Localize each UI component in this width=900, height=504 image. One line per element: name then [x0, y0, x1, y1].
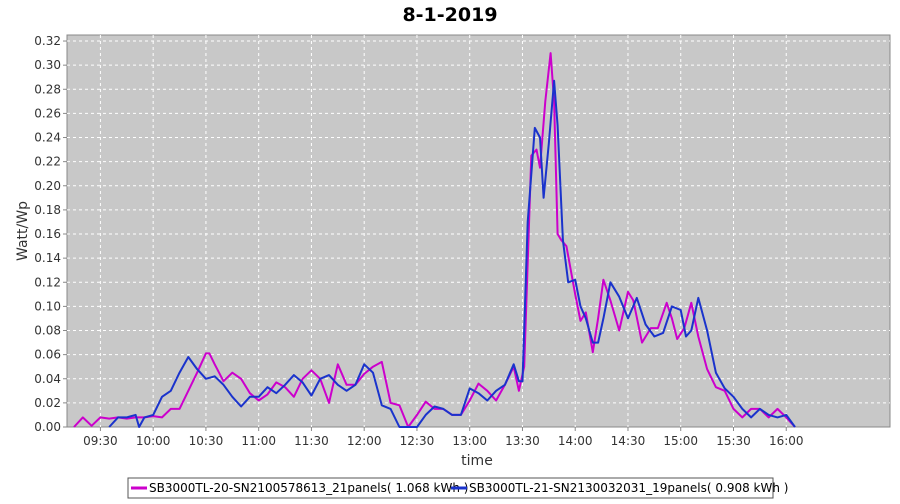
- legend-box: [127, 477, 774, 499]
- y-tick-label: 0.24: [34, 131, 61, 145]
- y-tick-label: 0.32: [34, 34, 61, 48]
- y-tick-label: 0.12: [34, 275, 61, 289]
- plot-area: [66, 34, 891, 428]
- x-tick-label: 11:00: [241, 434, 276, 448]
- y-tick-label: 0.08: [34, 324, 61, 338]
- y-axis-label: Watt/Wp: [15, 201, 31, 261]
- y-tick-label: 0.18: [34, 203, 61, 217]
- x-tick-label: 16:00: [769, 434, 804, 448]
- y-tick-label: 0.30: [34, 58, 61, 72]
- legend-label-series-1: SB3000TL-20-SN2100578613_21panels( 1.068…: [149, 481, 468, 495]
- y-tick-label: 0.02: [34, 396, 61, 410]
- x-tick-label: 15:30: [716, 434, 751, 448]
- x-tick-label: 12:30: [400, 434, 435, 448]
- y-tick-label: 0.04: [34, 372, 61, 386]
- y-tick-label: 0.22: [34, 155, 61, 169]
- y-tick-label: 0.28: [34, 82, 61, 96]
- y-tick-label: 0.16: [34, 227, 61, 241]
- y-tick-label: 0.06: [34, 348, 61, 362]
- y-tick-label: 0.14: [34, 251, 61, 265]
- x-tick-label: 12:00: [347, 434, 382, 448]
- x-axis-label: time: [461, 453, 493, 469]
- x-tick-label: 09:30: [83, 434, 118, 448]
- grid-layer: [67, 35, 890, 427]
- x-tick-label: 11:30: [294, 434, 329, 448]
- x-tick-label: 14:00: [558, 434, 593, 448]
- x-tick-label: 14:30: [611, 434, 646, 448]
- x-tick-label: 15:00: [663, 434, 698, 448]
- series-line-2: [108, 79, 796, 428]
- x-tick-label: 10:00: [136, 434, 171, 448]
- y-axis-ticks: 0.00 0.02 0.04 0.06 0.08 0.10 0.12 0.14 0.16 0.18…: [34, 34, 67, 434]
- chart-title: 8-1-2019: [402, 4, 497, 26]
- y-tick-label: 0.10: [34, 299, 61, 313]
- x-tick-label: 13:00: [452, 434, 487, 448]
- legend: SB3000TL-20-SN2100578613_21panels( 1.068…: [127, 477, 788, 499]
- x-tick-label: 10:30: [189, 434, 224, 448]
- y-tick-label: 0.00: [34, 420, 61, 434]
- series-layer: [73, 52, 796, 428]
- y-tick-label: 0.20: [34, 179, 61, 193]
- x-tick-label: 13:30: [505, 434, 540, 448]
- y-tick-label: 0.26: [34, 106, 61, 120]
- x-axis-ticks: 09:30 10:00 10:30 11:00 11:30 12:00 12:30 13:00…: [83, 427, 804, 448]
- legend-label-series-2: SB3000TL-21-SN2130032031_19panels( 0.908…: [469, 481, 788, 495]
